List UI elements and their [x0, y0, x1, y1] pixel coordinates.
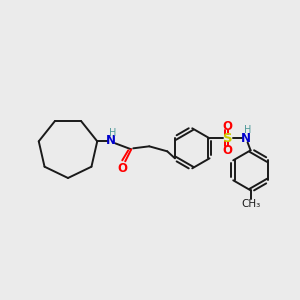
Text: N: N [241, 132, 250, 145]
Text: S: S [223, 132, 232, 145]
Text: O: O [223, 144, 232, 157]
Text: CH₃: CH₃ [241, 199, 260, 209]
Text: O: O [117, 162, 127, 175]
Text: N: N [106, 134, 116, 147]
Text: O: O [223, 120, 232, 133]
Text: H: H [109, 128, 116, 138]
Text: H: H [244, 125, 251, 135]
